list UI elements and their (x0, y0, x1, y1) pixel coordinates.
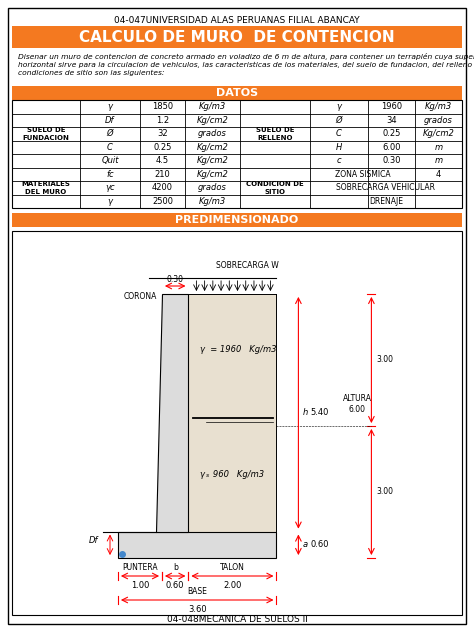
Text: MATERIALES
DEL MURO: MATERIALES DEL MURO (21, 181, 71, 195)
Text: 1.00: 1.00 (131, 581, 149, 590)
Bar (12, 26, 462, 48)
Text: m: m (435, 156, 443, 165)
Text: C: C (107, 143, 113, 152)
Text: CALCULO DE MURO  DE CONTENCION: CALCULO DE MURO DE CONTENCION (79, 30, 395, 44)
Text: 32: 32 (157, 130, 168, 138)
Text: h: h (302, 408, 308, 417)
Text: 4200: 4200 (152, 183, 173, 192)
Text: Kg/m3: Kg/m3 (425, 102, 452, 111)
Text: Kg/m3: Kg/m3 (199, 102, 226, 111)
Text: 3.00: 3.00 (376, 355, 393, 365)
Text: γ: γ (337, 102, 341, 111)
Text: PREDIMENSIONADO: PREDIMENSIONADO (175, 215, 299, 225)
Text: Ø: Ø (107, 130, 113, 138)
Polygon shape (118, 532, 276, 558)
Text: SOBRECARGA VEHICULAR: SOBRECARGA VEHICULAR (337, 183, 436, 192)
Bar (12, 100, 462, 208)
Text: SUELO DE
RELLENO: SUELO DE RELLENO (256, 126, 294, 141)
Text: γc: γc (105, 183, 115, 192)
Text: PUNTERA: PUNTERA (122, 562, 158, 571)
Text: Df: Df (89, 537, 98, 545)
Text: DRENAJE: DRENAJE (369, 197, 403, 206)
Text: 0.25: 0.25 (383, 130, 401, 138)
Text: 34: 34 (386, 116, 397, 125)
Text: 5.40: 5.40 (310, 408, 329, 417)
Text: 2.00: 2.00 (223, 581, 242, 590)
Text: 3.00: 3.00 (376, 487, 393, 497)
Text: m: m (435, 143, 443, 152)
Polygon shape (188, 294, 276, 532)
Text: a: a (302, 540, 308, 549)
Text: 4.5: 4.5 (156, 156, 169, 165)
Text: Kg/cm2: Kg/cm2 (422, 130, 455, 138)
Text: SOBRECARGA W: SOBRECARGA W (216, 261, 279, 270)
Polygon shape (156, 294, 188, 532)
Text: 0.60: 0.60 (166, 581, 184, 590)
Text: 1960: 1960 (381, 102, 402, 111)
Text: 04-048MECANICA DE SUELOS II: 04-048MECANICA DE SUELOS II (166, 615, 308, 624)
Text: Ø: Ø (336, 116, 342, 125)
Text: Kg/cm2: Kg/cm2 (197, 156, 228, 165)
Text: 3.60: 3.60 (188, 604, 207, 614)
Text: Kg/cm2: Kg/cm2 (197, 116, 228, 125)
Text: SUELO DE
FUNDACION: SUELO DE FUNDACION (23, 126, 69, 141)
Text: Kg/m3: Kg/m3 (199, 197, 226, 206)
Text: H: H (336, 143, 342, 152)
Text: 210: 210 (155, 170, 170, 179)
Text: 6.00: 6.00 (382, 143, 401, 152)
Bar (12, 86, 462, 100)
Text: b: b (173, 562, 178, 571)
Text: γ: γ (108, 197, 112, 206)
Text: Quit: Quit (101, 156, 119, 165)
Text: 0.30: 0.30 (382, 156, 401, 165)
Text: 0.60: 0.60 (310, 540, 329, 549)
Bar (12, 213, 462, 227)
Text: s: s (206, 473, 210, 478)
Text: Kg/cm2: Kg/cm2 (197, 170, 228, 179)
Text: Disenar un muro de contencion de concreto armado en voladizo de 6 m de altura, p: Disenar un muro de contencion de concret… (18, 53, 474, 76)
Text: C: C (336, 130, 342, 138)
Text: 0.25: 0.25 (153, 143, 172, 152)
Text: TALON: TALON (220, 562, 245, 571)
Text: γ   960   Kg/m3: γ 960 Kg/m3 (201, 470, 264, 479)
Text: BASE: BASE (187, 586, 207, 595)
Text: 2500: 2500 (152, 197, 173, 206)
Text: CORONA: CORONA (124, 292, 157, 301)
Text: 0.30: 0.30 (167, 274, 184, 284)
Text: ALTURA
6.00: ALTURA 6.00 (343, 394, 372, 414)
Text: 1850: 1850 (152, 102, 173, 111)
Text: γ: γ (108, 102, 112, 111)
Text: Kg/cm2: Kg/cm2 (197, 143, 228, 152)
Text: grados: grados (198, 183, 227, 192)
Bar (12, 231, 462, 615)
Text: grados: grados (198, 130, 227, 138)
Text: 04-047UNIVERSIDAD ALAS PERUANAS FILIAL ABANCAY: 04-047UNIVERSIDAD ALAS PERUANAS FILIAL A… (114, 16, 360, 25)
Text: γ  = 1960   Kg/m3: γ = 1960 Kg/m3 (201, 345, 277, 354)
Text: fc: fc (106, 170, 114, 179)
Text: CONDICION DE
SITIO: CONDICION DE SITIO (246, 181, 304, 195)
Text: 1.2: 1.2 (156, 116, 169, 125)
Text: Df: Df (105, 116, 115, 125)
Text: grados: grados (424, 116, 453, 125)
Text: DATOS: DATOS (216, 88, 258, 98)
Text: c: c (337, 156, 341, 165)
Text: 4: 4 (436, 170, 441, 179)
Text: ZONA SISMICA: ZONA SISMICA (335, 170, 390, 179)
